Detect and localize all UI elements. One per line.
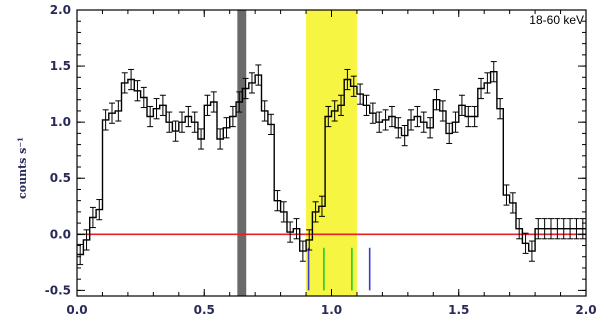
y-tick-label: 0.0 <box>50 227 71 241</box>
x-axis: 0.0 0.5 1.0 1.5 2.0 <box>66 10 597 317</box>
x-tick-label: 1.5 <box>448 303 469 317</box>
series-step-line-0 <box>77 71 586 256</box>
data-series <box>77 61 586 266</box>
y-tick-label: 1.5 <box>50 59 71 73</box>
y-tick-label: 1.0 <box>50 115 71 129</box>
y-axis-label: counts s⁻¹ <box>16 137 29 199</box>
highlight-band-rect <box>306 10 357 296</box>
gray-band <box>237 10 247 296</box>
y-axis: -0.5 0.0 0.5 1.0 1.5 2.0 <box>45 3 586 297</box>
y-tick-label: -0.5 <box>45 283 71 297</box>
energy-band-annotation: 18-60 keV <box>529 13 584 27</box>
gray-band-rect <box>237 10 247 296</box>
y-tick-label: 0.5 <box>50 171 71 185</box>
x-tick-label: 0.0 <box>66 303 87 317</box>
x-tick-label: 1.0 <box>321 303 342 317</box>
x-tick-label: 0.5 <box>194 303 215 317</box>
marker-lines <box>307 247 371 291</box>
x-tick-label: 2.0 <box>575 303 596 317</box>
highlight-band <box>306 10 357 296</box>
y-tick-label: 2.0 <box>50 3 71 17</box>
